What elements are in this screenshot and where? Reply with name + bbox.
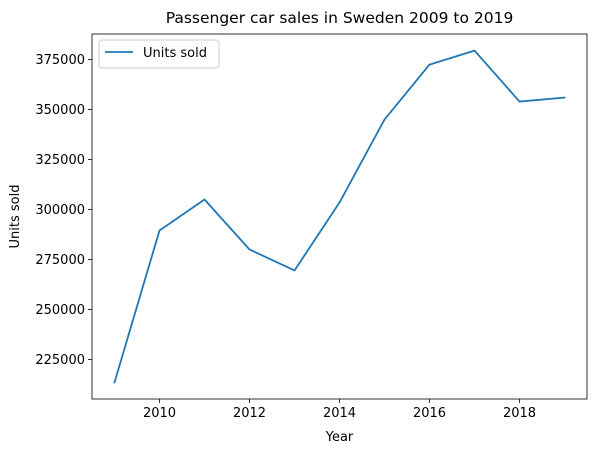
plot-area (113, 49, 566, 384)
y-tick-label: 225000 (35, 353, 85, 368)
y-tick-label: 275000 (35, 253, 85, 268)
series-line-units-sold (113, 49, 566, 384)
legend-label: Units sold (143, 46, 207, 61)
x-axis-label: Year (325, 430, 354, 445)
y-tick-label: 250000 (35, 303, 85, 318)
x-tick-label: 2018 (503, 406, 536, 421)
x-tick-label: 2010 (143, 406, 176, 421)
y-tick-label: 325000 (35, 153, 85, 168)
legend: Units sold (98, 39, 220, 69)
x-tick-label: 2012 (233, 406, 266, 421)
y-tick-label: 375000 (35, 53, 85, 68)
y-axis-label: Units sold (8, 185, 23, 249)
x-tick-label: 2016 (413, 406, 446, 421)
x-tick-label: 2014 (323, 406, 356, 421)
y-tick-label: 350000 (35, 103, 85, 118)
x-axis-ticks: 2010 2012 2014 2016 2018 (143, 399, 536, 421)
legend-box (98, 39, 220, 69)
plot-frame (91, 33, 588, 400)
chart-title: Passenger car sales in Sweden 2009 to 20… (166, 9, 514, 27)
y-tick-label: 300000 (35, 203, 85, 218)
y-axis-ticks: 225000 250000 275000 300000 325000 350000 3750… (35, 53, 92, 368)
